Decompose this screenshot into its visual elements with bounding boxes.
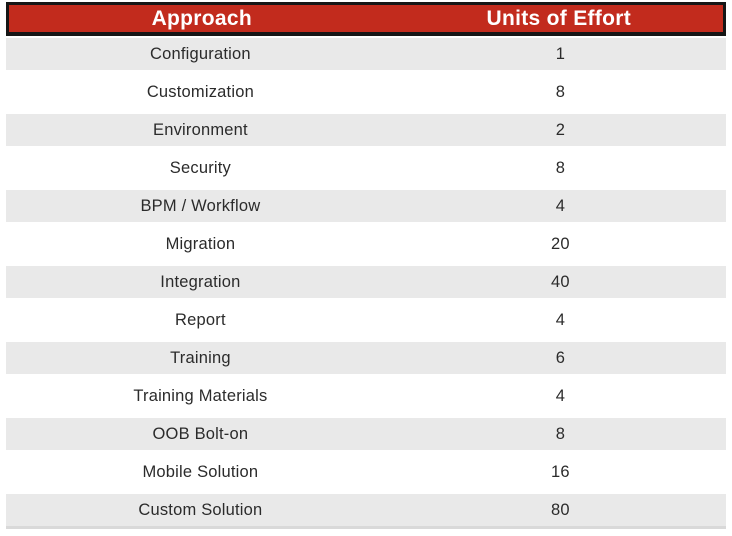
table-row: Report 4: [6, 304, 726, 336]
table-row: BPM / Workflow 4: [6, 190, 726, 222]
table-row: OOB Bolt-on 8: [6, 418, 726, 450]
approach-cell: Migration: [165, 235, 236, 253]
effort-cell: 8: [555, 159, 566, 177]
table-row: Environment 2: [6, 114, 726, 146]
effort-cell: 1: [555, 45, 566, 63]
approach-cell: Environment: [152, 121, 248, 139]
table-body: Configuration 1 Customization 8 Environment 2…: [6, 38, 726, 526]
effort-cell: 40: [551, 273, 570, 291]
effort-table: Approach Units of Effort Configuration 1 C…: [6, 2, 726, 529]
approach-cell: Customization: [146, 83, 254, 101]
table-row: Custom Solution 80: [6, 494, 726, 526]
approach-cell: Training: [170, 349, 231, 367]
effort-cell: 4: [555, 387, 566, 405]
effort-cell: 2: [555, 121, 566, 139]
table-bottom-border: [6, 526, 726, 529]
table-row: Configuration 1: [6, 38, 726, 70]
approach-cell: Mobile Solution: [142, 463, 259, 481]
table-row: Training 6: [6, 342, 726, 374]
approach-cell: OOB Bolt-on: [152, 425, 249, 443]
effort-cell: 8: [555, 425, 566, 443]
table-header: Approach Units of Effort: [6, 2, 726, 36]
effort-cell: 4: [555, 197, 566, 215]
effort-cell: 6: [555, 349, 566, 367]
effort-cell: 20: [551, 235, 570, 253]
column-header-units-of-effort: Units of Effort: [486, 7, 631, 30]
approach-cell: Configuration: [150, 45, 251, 63]
effort-cell: 8: [555, 83, 566, 101]
approach-cell: Security: [169, 159, 231, 177]
table-row: Training Materials 4: [6, 380, 726, 412]
effort-cell: 4: [555, 311, 566, 329]
effort-cell: 16: [551, 463, 570, 481]
table-row: Migration 20: [6, 228, 726, 260]
approach-cell: Custom Solution: [138, 501, 263, 519]
table-row: Mobile Solution 16: [6, 456, 726, 488]
table-row: Customization 8: [6, 76, 726, 108]
table-row: Integration 40: [6, 266, 726, 298]
effort-cell: 80: [551, 501, 570, 519]
approach-cell: Integration: [160, 273, 241, 291]
approach-cell: BPM / Workflow: [140, 197, 261, 215]
column-header-approach: Approach: [151, 7, 252, 30]
approach-cell: Training Materials: [133, 387, 268, 405]
approach-cell: Report: [175, 311, 226, 329]
table-row: Security 8: [6, 152, 726, 184]
